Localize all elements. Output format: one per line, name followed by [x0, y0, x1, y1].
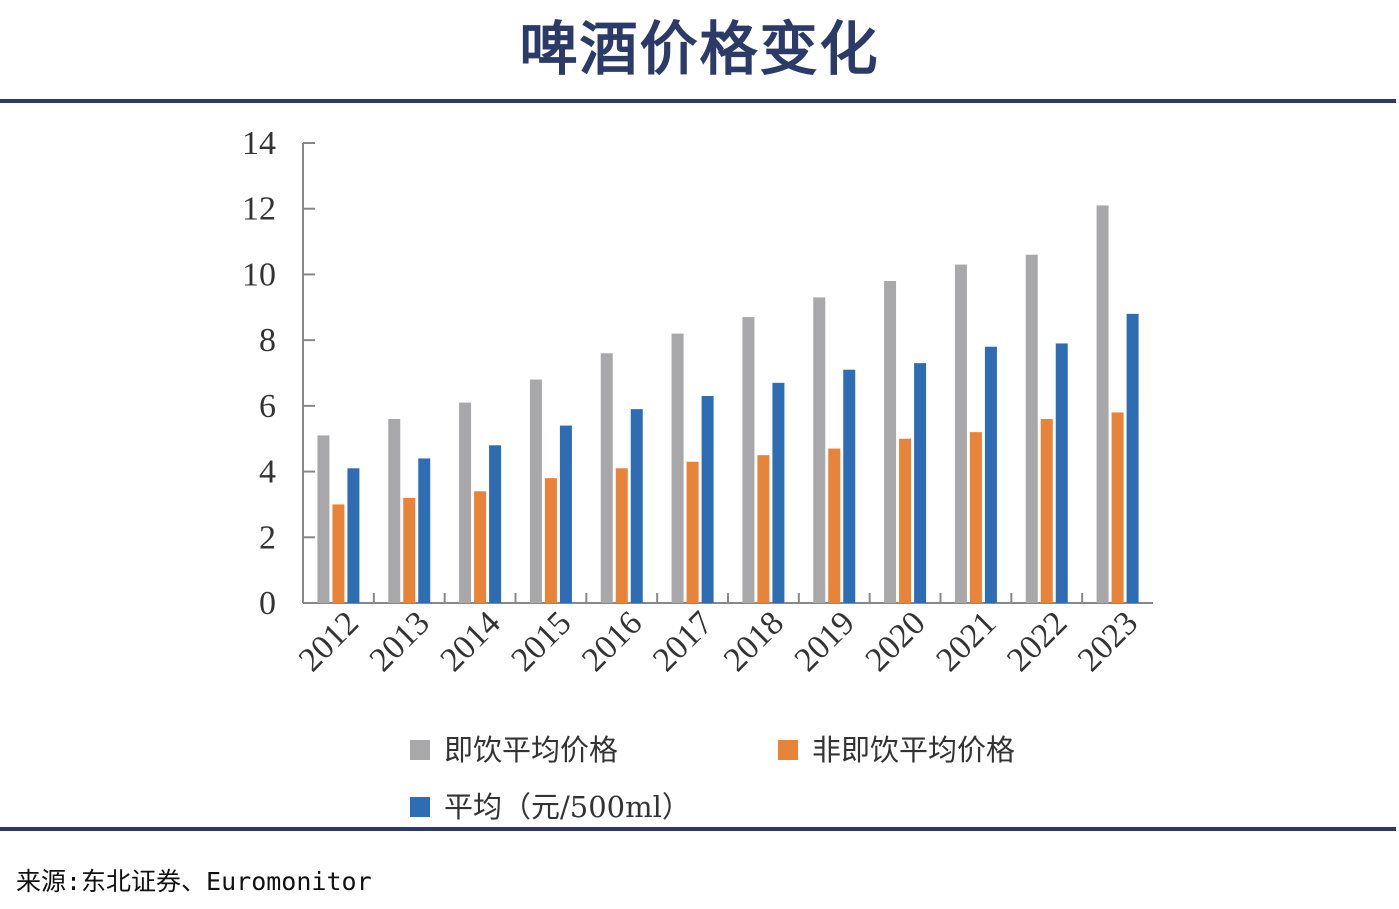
bar-2018-s3	[772, 382, 785, 603]
legend-label-1: 即饮平均价格	[444, 733, 618, 767]
bar-2015-s3	[559, 425, 572, 603]
bar-2016-s1	[600, 353, 613, 603]
bar-2013-s2	[403, 497, 416, 603]
legend-label-2: 非即饮平均价格	[812, 733, 1015, 767]
y-tick-label: 14	[242, 125, 276, 162]
bar-2012-s1	[317, 435, 330, 603]
bar-2021-s1	[954, 264, 967, 603]
bar-2013-s3	[418, 458, 431, 603]
y-tick-label: 2	[259, 519, 276, 556]
bar-chart: 0246810121420122013201420152016201720182…	[242, 125, 1153, 824]
x-tick-label: 2018	[717, 604, 791, 678]
bar-2012-s3	[347, 468, 360, 603]
x-tick-label: 2023	[1071, 604, 1145, 678]
page-title: 啤酒价格变化	[519, 15, 880, 83]
bar-2015-s1	[529, 379, 542, 603]
bar-2016-s3	[630, 409, 643, 603]
bar-2022-s1	[1025, 254, 1038, 603]
bar-2023-s1	[1096, 205, 1109, 603]
bar-2018-s1	[742, 317, 755, 603]
y-tick-label: 0	[259, 585, 276, 622]
bar-2019-s2	[828, 448, 841, 603]
bar-2021-s3	[984, 346, 997, 603]
bar-2019-s1	[813, 297, 826, 603]
x-tick-label: 2015	[504, 604, 578, 678]
bar-2023-s3	[1126, 313, 1139, 603]
bar-2020-s2	[899, 438, 912, 603]
x-tick-label: 2020	[858, 604, 932, 678]
bar-2017-s3	[701, 396, 714, 603]
x-tick-label: 2013	[363, 604, 437, 678]
legend-swatch-3	[410, 797, 430, 817]
x-tick-label: 2017	[646, 604, 720, 678]
top-divider	[0, 99, 1396, 103]
y-tick-label: 12	[242, 191, 276, 228]
bar-2014-s3	[489, 445, 502, 603]
bar-2022-s3	[1055, 343, 1068, 603]
x-tick-label: 2014	[433, 604, 507, 678]
bar-2021-s2	[969, 432, 982, 603]
bar-2019-s3	[843, 369, 856, 603]
bar-2017-s2	[686, 461, 699, 603]
y-tick-label: 8	[259, 322, 276, 359]
bar-2020-s3	[914, 363, 927, 603]
y-tick-label: 10	[242, 256, 276, 293]
y-tick-label: 4	[259, 454, 276, 491]
bar-2012-s2	[332, 504, 345, 603]
bar-2022-s2	[1040, 419, 1053, 603]
y-tick-label: 6	[259, 388, 276, 425]
legend-swatch-2	[778, 740, 798, 760]
bar-2013-s1	[388, 419, 401, 603]
bar-2018-s2	[757, 455, 770, 603]
x-tick-label: 2021	[929, 604, 1003, 678]
bar-2015-s2	[544, 478, 557, 603]
legend-swatch-1	[410, 740, 430, 760]
x-tick-label: 2022	[1000, 604, 1074, 678]
x-tick-label: 2012	[292, 604, 366, 678]
bar-2014-s1	[459, 402, 472, 603]
bar-2014-s2	[474, 491, 487, 603]
source-note: 来源:东北证券、Euromonitor	[16, 867, 372, 896]
bar-2020-s1	[884, 281, 897, 603]
legend-label-3: 平均（元/500ml）	[444, 790, 691, 824]
x-tick-label: 2016	[575, 604, 649, 678]
bar-2023-s2	[1111, 412, 1124, 603]
bottom-divider	[0, 827, 1396, 831]
x-tick-label: 2019	[788, 604, 862, 678]
bar-2017-s1	[671, 333, 684, 603]
bar-2016-s2	[615, 468, 628, 603]
